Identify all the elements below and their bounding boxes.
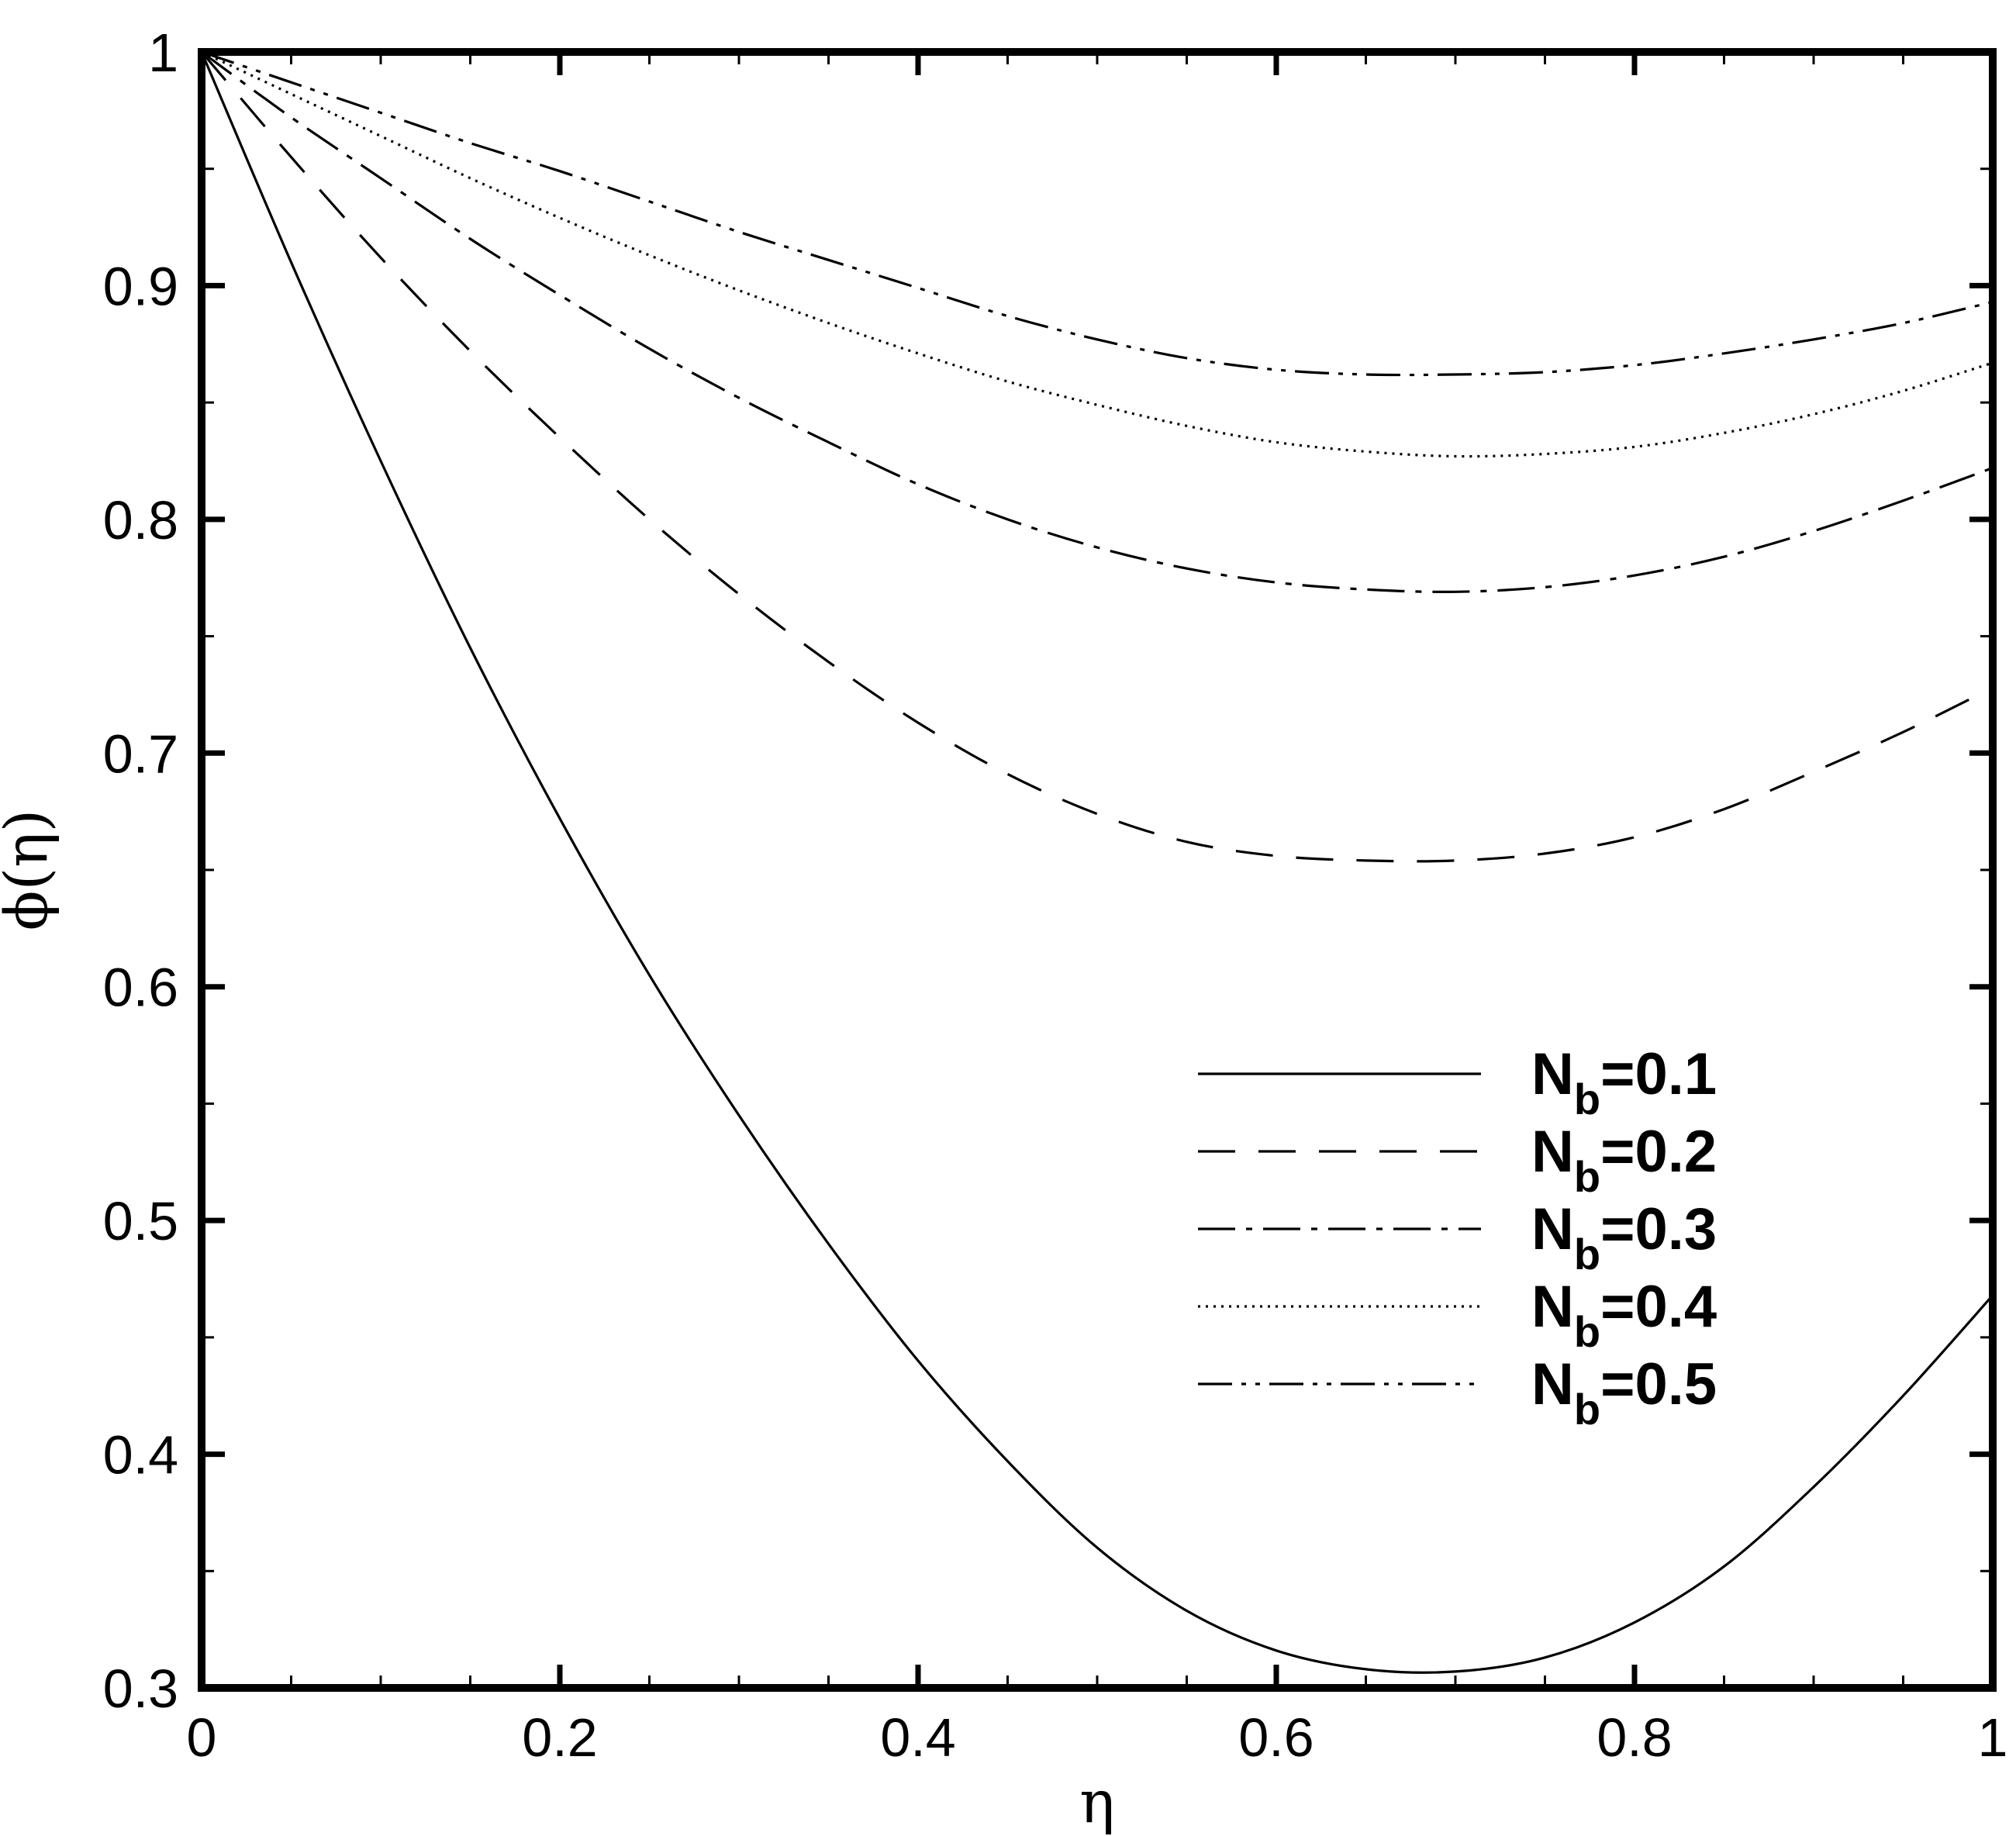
x-tick-labels: 0 0.2 0.4 0.6 0.8 1 bbox=[187, 1707, 2008, 1768]
legend-value: =0.2 bbox=[1600, 1119, 1717, 1185]
legend-label-1: Nb=0.1 bbox=[1531, 1041, 1717, 1123]
series-line-4 bbox=[201, 50, 1994, 458]
x-tick-label: 0.2 bbox=[522, 1707, 597, 1768]
y-tick-labels: 0.3 0.4 0.5 0.6 0.7 0.8 0.9 1 bbox=[103, 22, 178, 1719]
legend-subscript: b bbox=[1574, 1230, 1600, 1279]
legend-symbol: N bbox=[1531, 1351, 1574, 1417]
legend-subscript: b bbox=[1574, 1152, 1600, 1201]
legend-symbol: N bbox=[1531, 1196, 1574, 1262]
legend: Nb=0.1Nb=0.2Nb=0.3Nb=0.4Nb=0.5 bbox=[1198, 1041, 1717, 1434]
x-tick-label: 0.4 bbox=[880, 1707, 955, 1768]
legend-symbol: N bbox=[1531, 1041, 1574, 1107]
legend-label-4: Nb=0.4 bbox=[1531, 1274, 1717, 1356]
x-axis-title: η bbox=[1079, 1767, 1115, 1836]
legend-label-2: Nb=0.2 bbox=[1531, 1119, 1717, 1201]
y-tick-label: 0.8 bbox=[103, 490, 178, 550]
x-tick-label: 0.6 bbox=[1238, 1707, 1314, 1768]
legend-value: =0.1 bbox=[1600, 1041, 1717, 1107]
y-tick-label: 0.7 bbox=[103, 723, 178, 784]
plot-frame bbox=[198, 48, 1997, 1692]
y-tick-label: 1 bbox=[148, 22, 178, 83]
x-tick-label: 0 bbox=[187, 1707, 217, 1768]
y-tick-label: 0.5 bbox=[103, 1191, 178, 1251]
series-line-1 bbox=[200, 51, 1994, 1674]
legend-label-5: Nb=0.5 bbox=[1531, 1351, 1717, 1434]
x-tick-label: 1 bbox=[1978, 1707, 2008, 1768]
legend-value: =0.3 bbox=[1600, 1196, 1717, 1262]
legend-symbol: N bbox=[1531, 1274, 1574, 1340]
y-tick-label: 0.4 bbox=[103, 1425, 178, 1486]
y-tick-label: 0.3 bbox=[103, 1658, 178, 1719]
series-line-2 bbox=[200, 50, 1994, 863]
legend-value: =0.5 bbox=[1600, 1351, 1717, 1417]
series-line-3 bbox=[201, 50, 1994, 593]
series-line-5 bbox=[201, 50, 1994, 377]
legend-subscript: b bbox=[1574, 1307, 1600, 1356]
legend-subscript: b bbox=[1574, 1075, 1600, 1123]
legend-subscript: b bbox=[1574, 1385, 1600, 1434]
y-tick-label: 0.6 bbox=[103, 958, 178, 1018]
y-tick-label: 0.9 bbox=[103, 256, 178, 316]
y-axis-title: ϕ(η) bbox=[0, 809, 60, 931]
tick-marks bbox=[198, 49, 1996, 1691]
x-tick-label: 0.8 bbox=[1597, 1707, 1672, 1768]
series-lines bbox=[200, 50, 1994, 1674]
legend-symbol: N bbox=[1531, 1119, 1574, 1185]
legend-value: =0.4 bbox=[1600, 1274, 1717, 1340]
legend-label-3: Nb=0.3 bbox=[1531, 1196, 1717, 1279]
